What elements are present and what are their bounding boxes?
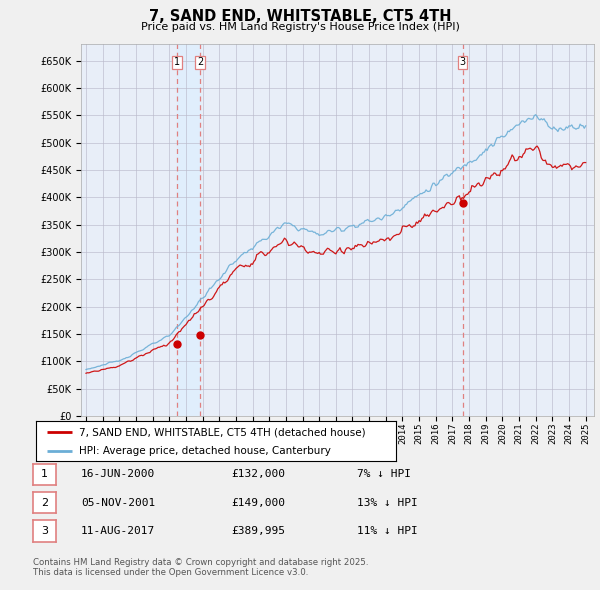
Text: £389,995: £389,995 — [231, 526, 285, 536]
Text: 11% ↓ HPI: 11% ↓ HPI — [357, 526, 418, 536]
Text: 11-AUG-2017: 11-AUG-2017 — [81, 526, 155, 536]
Text: £149,000: £149,000 — [231, 498, 285, 507]
Bar — [177, 44, 200, 416]
Text: 05-NOV-2001: 05-NOV-2001 — [81, 498, 155, 507]
Text: 7, SAND END, WHITSTABLE, CT5 4TH (detached house): 7, SAND END, WHITSTABLE, CT5 4TH (detach… — [79, 427, 366, 437]
Text: 7, SAND END, WHITSTABLE, CT5 4TH: 7, SAND END, WHITSTABLE, CT5 4TH — [149, 9, 451, 24]
Text: 1: 1 — [41, 470, 48, 479]
Text: Contains HM Land Registry data © Crown copyright and database right 2025.
This d: Contains HM Land Registry data © Crown c… — [33, 558, 368, 577]
Text: 1: 1 — [174, 57, 180, 67]
Text: 3: 3 — [460, 57, 466, 67]
Text: £132,000: £132,000 — [231, 470, 285, 479]
Text: 7% ↓ HPI: 7% ↓ HPI — [357, 470, 411, 479]
Text: HPI: Average price, detached house, Canterbury: HPI: Average price, detached house, Cant… — [79, 445, 331, 455]
Text: 2: 2 — [41, 498, 48, 507]
Text: 2: 2 — [197, 57, 203, 67]
Text: Price paid vs. HM Land Registry's House Price Index (HPI): Price paid vs. HM Land Registry's House … — [140, 22, 460, 32]
Text: 16-JUN-2000: 16-JUN-2000 — [81, 470, 155, 479]
Text: 3: 3 — [41, 526, 48, 536]
Text: 13% ↓ HPI: 13% ↓ HPI — [357, 498, 418, 507]
